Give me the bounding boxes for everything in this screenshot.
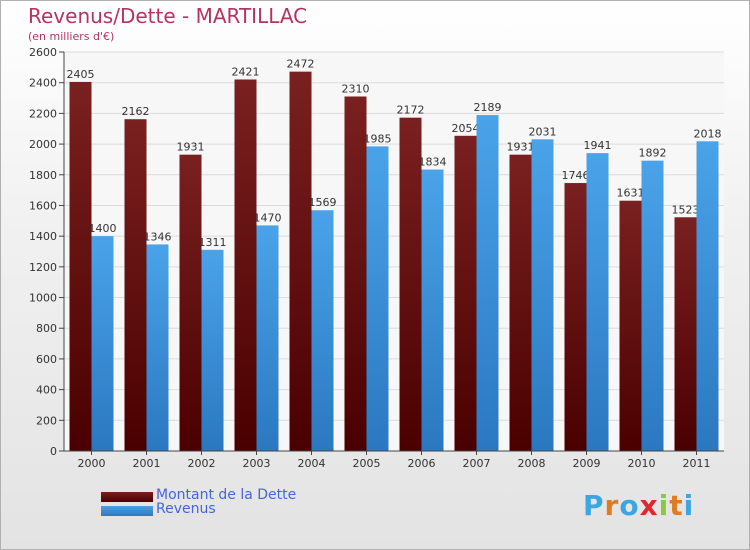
debt-bar-label: 2472 (287, 58, 315, 71)
y-tick-label: 1000 (29, 292, 57, 305)
x-tick-label: 2010 (628, 457, 656, 470)
y-tick-label: 200 (36, 414, 57, 427)
debt-bar-label: 2162 (122, 105, 150, 118)
revenue-bar-label: 2031 (529, 125, 557, 138)
x-tick-label: 2003 (243, 457, 271, 470)
chart-title: Revenus/Dette - MARTILLAC (28, 4, 308, 28)
logo-letter: x (639, 489, 659, 522)
logo-letter: P (583, 489, 605, 522)
debt-bar-label: 2421 (232, 65, 260, 78)
revenue-bar (366, 146, 389, 451)
y-tick-label: 600 (36, 353, 57, 366)
logo-letter: r (604, 489, 620, 522)
x-tick-label: 2000 (78, 457, 106, 470)
x-tick-label: 2008 (518, 457, 546, 470)
revenue-bar (476, 115, 499, 451)
revenue-bar-label: 1470 (254, 211, 282, 224)
y-tick-label: 1800 (29, 169, 57, 182)
debt-bar (399, 117, 422, 451)
revenue-bar (201, 249, 224, 451)
logo-letter: t (669, 489, 684, 522)
legend-label-debt: Montant de la Dette (156, 487, 297, 503)
revenue-bar-label: 1400 (89, 222, 117, 235)
y-tick-label: 1600 (29, 199, 57, 212)
debt-bar-label: 1931 (507, 141, 535, 154)
revenue-bar-label: 2189 (474, 101, 502, 114)
revenue-bar (146, 244, 169, 451)
debt-bar (619, 200, 642, 451)
debt-bar-label: 2310 (342, 83, 370, 96)
x-tick-label: 2002 (188, 457, 216, 470)
revenue-bar-label: 1834 (419, 156, 447, 169)
debt-bar-label: 1746 (562, 169, 590, 182)
legend-label-revenue: Revenus (156, 501, 216, 517)
logo-letter: i (683, 489, 695, 522)
revenue-bar (421, 169, 444, 451)
debt-bar (454, 135, 477, 452)
x-tick-label: 2001 (133, 457, 161, 470)
y-tick-label: 2200 (29, 107, 57, 120)
revenue-bar-label: 1311 (199, 236, 227, 249)
revenue-bar (696, 141, 719, 451)
revenue-bar-label: 1941 (584, 139, 612, 152)
debt-bar (69, 81, 92, 452)
revenue-bar (586, 153, 609, 451)
debt-bar-label: 1931 (177, 141, 205, 154)
y-tick-label: 1400 (29, 230, 57, 243)
proxiti-logo: Proxiti (583, 489, 694, 522)
x-tick-label: 2004 (298, 457, 326, 470)
x-tick-label: 2005 (353, 457, 381, 470)
revenue-bar (256, 225, 279, 451)
x-tick-label: 2009 (573, 457, 601, 470)
revenue-bar-label: 1985 (364, 132, 392, 145)
legend-swatch-revenue (101, 506, 153, 516)
debt-bar (234, 79, 257, 452)
revenue-bar (91, 236, 114, 451)
y-tick-label: 2600 (29, 46, 57, 59)
debt-bar-label: 1631 (617, 187, 645, 200)
debt-bar (674, 217, 697, 451)
debt-bar (179, 154, 202, 451)
debt-bar-label: 2172 (397, 104, 425, 117)
debt-bar (344, 96, 367, 451)
revenue-bar (311, 210, 334, 451)
revenue-bar-label: 1892 (639, 147, 667, 160)
debt-bar (564, 183, 587, 451)
x-tick-label: 2011 (683, 457, 711, 470)
chart-subtitle: (en milliers d'€) (28, 30, 115, 43)
y-tick-label: 2000 (29, 138, 57, 151)
y-tick-label: 400 (36, 384, 57, 397)
plot-area (64, 52, 724, 451)
debt-bar (509, 154, 532, 451)
x-tick-label: 2006 (408, 457, 436, 470)
y-tick-label: 800 (36, 322, 57, 335)
debt-bar-label: 2405 (67, 68, 95, 81)
debt-bar (124, 119, 147, 451)
revenue-bar-label: 2018 (694, 127, 722, 140)
revenue-bar-label: 1569 (309, 196, 337, 209)
revenue-bar (641, 160, 664, 452)
debt-bar (289, 71, 312, 452)
y-tick-label: 1200 (29, 261, 57, 274)
revenue-bar-label: 1346 (144, 230, 172, 243)
debt-bar-label: 1523 (672, 203, 700, 216)
legend-swatch-debt (101, 492, 153, 502)
x-tick-label: 2007 (463, 457, 491, 470)
y-tick-label: 0 (50, 445, 57, 458)
debt-bar-label: 2054 (452, 122, 480, 135)
revenue-bar (531, 139, 554, 451)
y-tick-label: 2400 (29, 77, 57, 90)
logo-letter: o (619, 489, 640, 522)
logo-letter: i (658, 489, 670, 522)
